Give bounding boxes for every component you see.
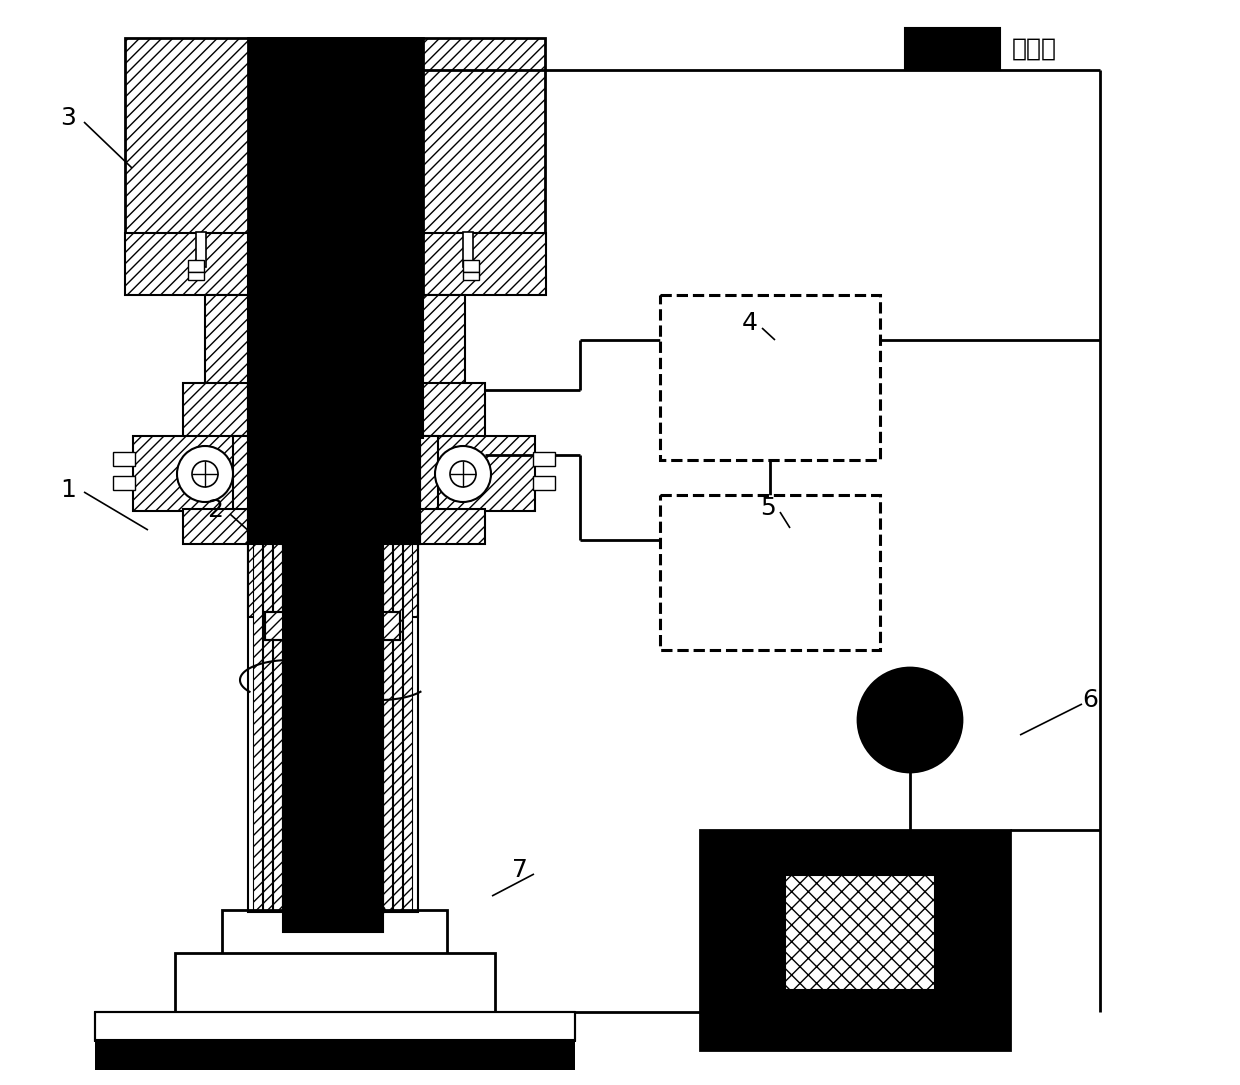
Circle shape bbox=[177, 446, 233, 502]
Bar bbox=[383, 542, 418, 617]
Bar bbox=[248, 383, 423, 438]
Bar bbox=[248, 233, 423, 295]
Bar bbox=[113, 476, 135, 490]
Bar bbox=[248, 436, 420, 511]
Bar bbox=[248, 542, 418, 912]
Bar bbox=[196, 232, 206, 267]
Bar bbox=[248, 436, 420, 511]
Text: 2: 2 bbox=[207, 498, 223, 522]
Bar bbox=[265, 612, 401, 640]
Bar bbox=[253, 542, 262, 912]
Bar bbox=[233, 436, 250, 511]
Bar bbox=[95, 1012, 575, 1041]
Bar bbox=[701, 830, 1011, 1050]
Bar bbox=[263, 542, 272, 912]
Bar bbox=[175, 953, 495, 1013]
Bar bbox=[184, 383, 248, 438]
Bar bbox=[660, 295, 880, 460]
Bar bbox=[660, 495, 880, 650]
Circle shape bbox=[192, 461, 218, 487]
Bar bbox=[423, 233, 546, 295]
Bar bbox=[273, 542, 281, 912]
Text: 3: 3 bbox=[60, 106, 76, 130]
Bar bbox=[248, 295, 423, 385]
Bar bbox=[248, 38, 423, 233]
Text: 6: 6 bbox=[1083, 688, 1097, 712]
Bar bbox=[248, 233, 423, 295]
Text: 4: 4 bbox=[742, 311, 758, 335]
Bar bbox=[533, 476, 556, 490]
Bar bbox=[184, 509, 248, 544]
Bar bbox=[248, 383, 423, 438]
Bar bbox=[248, 295, 423, 385]
Bar bbox=[463, 232, 472, 267]
Bar bbox=[133, 436, 248, 511]
Bar bbox=[420, 295, 465, 385]
Bar bbox=[205, 295, 250, 385]
Bar bbox=[95, 1041, 575, 1070]
Circle shape bbox=[450, 461, 476, 487]
Bar bbox=[420, 383, 485, 438]
Bar bbox=[463, 260, 479, 272]
Text: 工作液: 工作液 bbox=[1012, 37, 1056, 61]
Bar bbox=[283, 542, 383, 932]
Bar bbox=[785, 875, 935, 990]
Text: 1: 1 bbox=[60, 478, 76, 502]
Bar bbox=[420, 436, 534, 511]
Bar bbox=[533, 452, 556, 465]
Bar bbox=[463, 272, 479, 280]
Circle shape bbox=[858, 668, 962, 773]
Bar bbox=[265, 612, 401, 640]
Bar bbox=[248, 509, 420, 544]
Circle shape bbox=[435, 446, 491, 502]
Text: 7: 7 bbox=[512, 858, 528, 882]
Bar bbox=[248, 38, 423, 233]
Bar bbox=[393, 542, 402, 912]
Bar bbox=[420, 436, 438, 511]
Text: 5: 5 bbox=[760, 496, 776, 520]
Bar bbox=[125, 233, 248, 295]
Bar bbox=[188, 272, 205, 280]
Bar bbox=[222, 910, 446, 955]
Bar bbox=[125, 38, 546, 233]
Bar bbox=[248, 509, 420, 544]
Bar bbox=[113, 452, 135, 465]
Bar bbox=[188, 260, 205, 272]
Ellipse shape bbox=[285, 897, 384, 922]
Bar bbox=[403, 542, 412, 912]
Bar bbox=[905, 28, 999, 71]
Bar bbox=[248, 542, 283, 617]
Bar bbox=[420, 509, 485, 544]
Bar bbox=[383, 542, 392, 912]
